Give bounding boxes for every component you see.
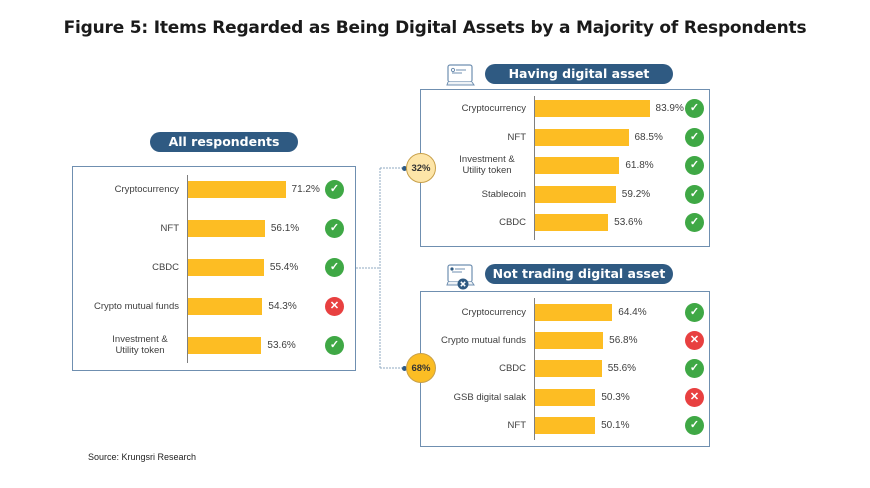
data-label: 54.3% — [268, 301, 297, 312]
category-label: NFT — [160, 223, 179, 234]
data-label: 61.8% — [625, 160, 654, 171]
bar — [535, 332, 604, 350]
data-label: 50.1% — [601, 419, 630, 431]
category-label: Crypto mutual funds — [440, 335, 526, 347]
data-label: 59.2% — [621, 188, 651, 200]
connector-dot-bottom — [402, 365, 407, 371]
bar — [535, 185, 616, 203]
category-label: Stablecoin — [481, 188, 526, 200]
bar — [535, 388, 596, 406]
bar — [535, 128, 629, 146]
data-label: 68.5% — [634, 131, 663, 143]
category-label: Investment & Utility token — [112, 334, 168, 356]
check-icon: ✓ — [325, 180, 344, 199]
category-label: CBDC — [152, 262, 179, 273]
bar — [535, 157, 620, 174]
category-label: GSB digital salak — [453, 391, 526, 403]
data-label: 83.9% — [655, 103, 684, 114]
category-label: Cryptocurrency — [461, 307, 526, 318]
bar — [535, 304, 613, 321]
category-label: NFT — [507, 419, 526, 431]
panel-title-all-respondents: All respondents — [150, 132, 298, 152]
cross-icon: ✕ — [685, 331, 704, 351]
bar — [188, 298, 263, 315]
connector-dot-top — [402, 165, 407, 171]
data-label: 53.6% — [267, 340, 296, 351]
check-icon: ✓ — [325, 336, 344, 355]
panel-title-having-account: Having digital asset account — [485, 64, 673, 101]
check-icon: ✓ — [685, 184, 704, 204]
data-label: 55.4% — [269, 262, 299, 273]
category-label: Crypto mutual funds — [93, 301, 179, 312]
category-label: Investment & Utility token — [459, 154, 515, 176]
bar — [188, 220, 265, 237]
category-label: NFT — [507, 131, 526, 143]
category-label: Cryptocurrency — [461, 103, 526, 114]
check-icon: ✓ — [685, 213, 704, 232]
category-label: CBDC — [499, 363, 526, 375]
share-circle-having-account: 32% — [406, 153, 436, 183]
bar — [535, 100, 650, 117]
cross-icon: ✕ — [325, 297, 344, 316]
panel-title-not-trading: Not trading digital asset — [485, 264, 673, 284]
data-label: 55.6% — [607, 363, 637, 375]
cross-icon: ✕ — [685, 387, 704, 407]
account-card-cross-icon — [446, 263, 476, 296]
data-label: 64.4% — [618, 307, 647, 318]
data-label: 50.3% — [601, 391, 630, 403]
data-label: 56.1% — [270, 223, 300, 234]
bar — [188, 337, 262, 354]
check-icon: ✓ — [685, 359, 704, 379]
chart-panel-having-account: Cryptocurrency 83.9% ✓ NFT 68.5% ✓ Investment … — [420, 89, 710, 247]
category-label: CBDC — [499, 217, 526, 228]
bar — [535, 214, 609, 231]
check-icon: ✓ — [685, 156, 704, 175]
data-label: 56.8% — [609, 335, 638, 347]
data-label: 53.6% — [614, 217, 643, 228]
category-axis — [534, 96, 535, 240]
category-label: Cryptocurrency — [114, 184, 179, 195]
share-circle-not-trading: 68% — [406, 353, 436, 383]
check-icon: ✓ — [685, 127, 704, 147]
bar — [535, 360, 602, 378]
check-icon: ✓ — [685, 415, 704, 435]
source-note: Source: Krungsri Research — [88, 452, 197, 462]
figure-title: Figure 5: Items Regarded as Being Digita… — [63, 18, 807, 38]
check-icon: ✓ — [685, 303, 704, 322]
account-card-icon — [446, 63, 476, 92]
check-icon: ✓ — [685, 99, 704, 118]
category-axis — [187, 175, 188, 363]
category-axis — [534, 298, 535, 440]
data-label: 71.2% — [291, 184, 320, 195]
chart-panel-all-respondents: Cryptocurrency 71.2% ✓ NFT 56.1% ✓ CBDC 55.4% ✓ C… — [72, 166, 356, 371]
bar — [188, 181, 286, 198]
check-icon: ✓ — [325, 258, 344, 277]
check-icon: ✓ — [325, 219, 344, 238]
bar — [535, 416, 596, 434]
bar — [188, 259, 264, 276]
chart-panel-not-trading: Cryptocurrency 64.4% ✓ Crypto mutual funds 5… — [420, 291, 710, 447]
